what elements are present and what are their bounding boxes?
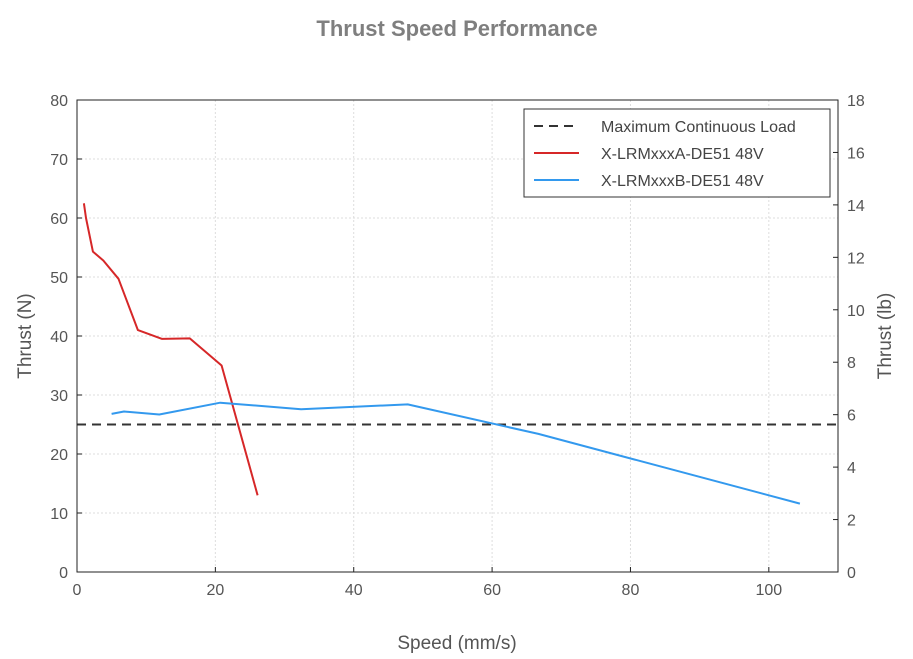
x-tick-label: 60 <box>483 582 501 599</box>
y-tick-label-right: 14 <box>847 198 865 215</box>
y-tick-label-right: 16 <box>847 145 865 162</box>
legend-label-series-b: X-LRMxxxB-DE51 48V <box>601 173 764 190</box>
chart-title: Thrust Speed Performance <box>316 16 597 41</box>
y-tick-label-right: 0 <box>847 565 856 582</box>
y-axis-label-left: Thrust (N) <box>15 293 36 379</box>
y-tick-label-right: 2 <box>847 513 856 530</box>
legend-label-max-load: Maximum Continuous Load <box>601 119 796 136</box>
series-line-2 <box>111 401 801 505</box>
x-tick-label: 20 <box>206 582 224 599</box>
y-tick-label-right: 4 <box>847 460 856 477</box>
y-axis-right-ticks: 0 2 4 6 8 10 12 14 16 18 <box>833 93 865 582</box>
series-line-1 <box>82 203 259 496</box>
y-tick-label-left: 60 <box>50 211 68 228</box>
x-tick-label: 40 <box>345 582 363 599</box>
x-tick-label: 80 <box>622 582 640 599</box>
legend-label-series-a: X-LRMxxxA-DE51 48V <box>601 146 764 163</box>
x-tick-label: 100 <box>755 582 782 599</box>
x-tick-label: 0 <box>73 582 82 599</box>
x-axis-label: Speed (mm/s) <box>397 633 516 654</box>
y-tick-label-left: 80 <box>50 93 68 110</box>
y-tick-label-left: 50 <box>50 270 68 287</box>
plot-frame <box>76 99 839 573</box>
y-tick-label-left: 20 <box>50 447 68 464</box>
y-tick-label-left: 0 <box>59 565 68 582</box>
legend: Maximum Continuous Load X-LRMxxxA-DE51 4… <box>523 108 831 198</box>
y-tick-label-left: 40 <box>50 329 68 346</box>
y-tick-label-right: 6 <box>847 408 856 425</box>
y-tick-label-left: 70 <box>50 152 68 169</box>
y-tick-label-left: 30 <box>50 388 68 405</box>
series-lines <box>77 203 838 505</box>
y-axis-label-right: Thrust (lb) <box>875 293 896 380</box>
y-tick-label-right: 18 <box>847 93 865 110</box>
y-tick-label-left: 10 <box>50 506 68 523</box>
x-axis-ticks: 0 20 40 60 80 100 <box>73 567 782 599</box>
y-tick-label-right: 12 <box>847 250 865 267</box>
y-axis-left-ticks: 0 10 20 30 40 50 60 70 80 <box>50 93 82 582</box>
y-tick-label-right: 8 <box>847 355 856 372</box>
y-tick-label-right: 10 <box>847 303 865 320</box>
